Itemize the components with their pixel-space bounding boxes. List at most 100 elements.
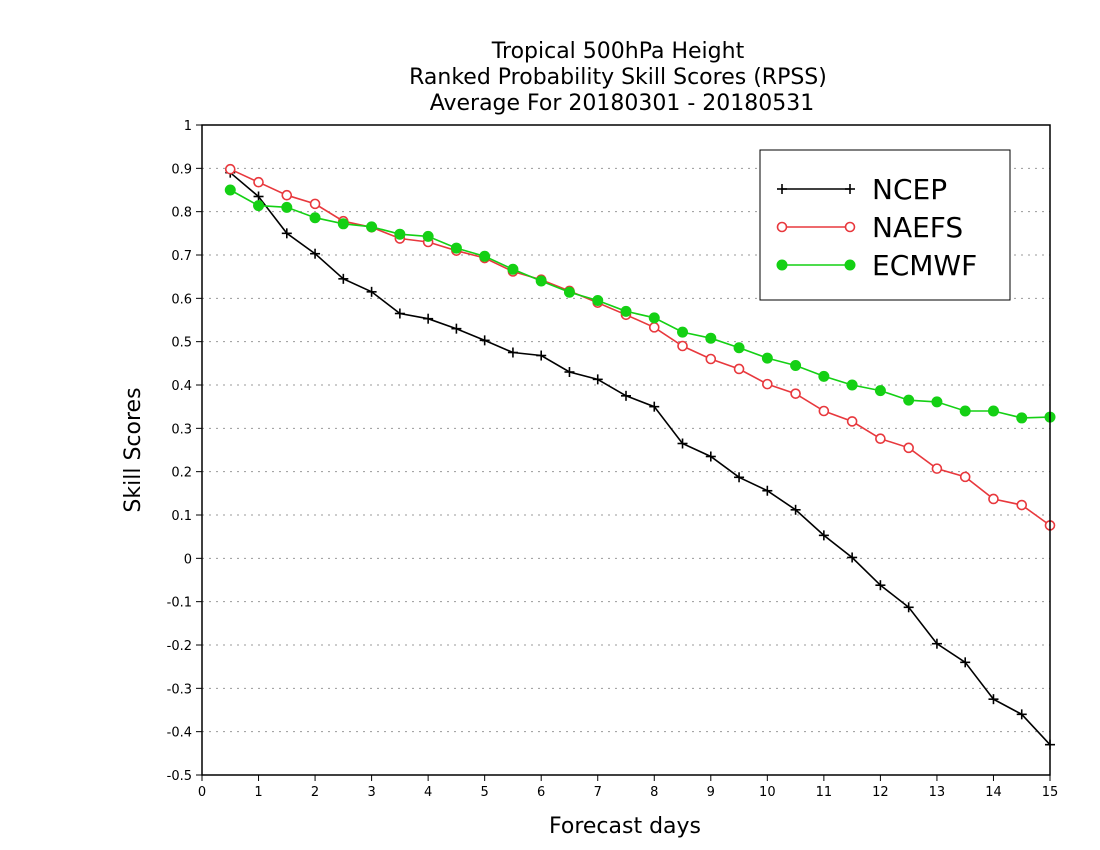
data-point-ecmwf: [1016, 412, 1028, 424]
data-point-ncep: [847, 552, 858, 563]
y-tick-label: -0.4: [167, 726, 192, 741]
legend-entry-naefs: NAEFS: [776, 211, 963, 244]
x-tick-label: 11: [816, 785, 833, 800]
data-point-ncep: [960, 657, 971, 668]
data-point-ncep: [394, 308, 405, 319]
data-point-ecmwf: [224, 184, 236, 196]
data-point-naefs: [705, 353, 717, 365]
series-line-ncep: [229, 172, 1051, 746]
data-point-ecmwf: [422, 230, 434, 242]
data-point-ecmwf: [479, 250, 491, 262]
data-point-ecmwf: [337, 218, 349, 230]
data-point-ncep: [338, 273, 349, 284]
data-point-ecmwf: [648, 312, 660, 324]
x-axis-label: Forecast days: [549, 814, 701, 839]
legend-label-ecmwf: ECMWF: [872, 249, 977, 282]
data-point-ncep: [931, 638, 942, 649]
x-tick-label: 5: [481, 785, 489, 800]
x-tick-label: 1: [254, 785, 262, 800]
x-tick-label: 7: [594, 785, 602, 800]
data-point-ncep: [281, 228, 292, 239]
chart-title: Tropical 500hPa Height Ranked Probabilit…: [409, 39, 827, 116]
title-line-1: Tropical 500hPa Height: [491, 39, 745, 64]
data-point-ecmwf: [959, 405, 971, 417]
data-point-ncep: [592, 374, 603, 385]
x-axis-ticks: 0 1 2 3 4 5 6 7 8 9 10 11 12 13 14 15: [198, 775, 1058, 800]
data-point-ncep: [564, 367, 575, 377]
data-point-ecmwf: [846, 379, 858, 391]
data-point-ncep: [310, 248, 321, 259]
data-point-ecmwf: [394, 228, 406, 240]
data-point-ncep: [1016, 709, 1027, 720]
y-tick-label: 0.6: [171, 292, 192, 307]
data-point-ecmwf: [874, 385, 886, 397]
legend-label-naefs: NAEFS: [872, 211, 963, 244]
y-tick-label: -0.5: [167, 769, 192, 784]
data-point-ecmwf: [309, 212, 321, 224]
data-point-ncep: [423, 313, 434, 324]
y-tick-label: 0.7: [171, 249, 192, 264]
data-point-ncep: [253, 191, 264, 202]
data-point-ncep: [366, 286, 377, 297]
legend-marker-ecmwf: [844, 259, 856, 271]
x-tick-label: 13: [929, 785, 946, 800]
data-point-ncep: [790, 504, 801, 515]
legend-marker-naefs: [844, 221, 856, 233]
data-point-ecmwf: [818, 370, 830, 382]
data-point-naefs: [988, 493, 999, 505]
data-point-ecmwf: [620, 305, 632, 317]
data-point-ecmwf: [987, 405, 999, 417]
data-point-ncep: [649, 401, 660, 412]
y-tick-label: 0.3: [171, 422, 192, 437]
x-tick-label: 10: [759, 785, 776, 800]
y-tick-label: 0.9: [171, 162, 192, 177]
x-tick-label: 8: [650, 785, 658, 800]
data-point-ecmwf: [733, 342, 745, 354]
x-tick-label: 2: [311, 785, 319, 800]
data-point-ecmwf: [366, 221, 378, 233]
data-point-ncep: [507, 347, 518, 358]
data-point-ncep: [705, 451, 716, 462]
data-point-ncep: [875, 580, 886, 591]
data-point-naefs: [253, 176, 264, 188]
data-point-ecmwf: [507, 263, 519, 275]
data-point-ncep: [988, 694, 999, 705]
x-tick-label: 4: [424, 785, 432, 800]
data-point-ncep: [451, 323, 462, 334]
legend-entry-ncep: NCEP: [777, 173, 947, 206]
y-tick-label: 0.1: [171, 509, 192, 524]
data-point-ncep: [903, 602, 914, 613]
data-point-ecmwf: [253, 200, 265, 212]
data-point-ncep: [762, 485, 773, 496]
x-tick-label: 14: [985, 785, 1002, 800]
data-point-ncep: [621, 390, 631, 401]
x-tick-label: 0: [198, 785, 206, 800]
data-point-naefs: [733, 363, 745, 375]
legend-marker-ncep: [777, 184, 787, 194]
x-tick-label: 15: [1042, 785, 1059, 800]
data-point-ecmwf: [592, 295, 604, 306]
legend-entry-ecmwf: ECMWF: [776, 249, 977, 282]
y-tick-label: 0.4: [171, 379, 192, 394]
data-point-ecmwf: [931, 396, 943, 408]
data-point-ecmwf: [903, 394, 915, 406]
x-tick-label: 6: [537, 785, 545, 800]
data-point-naefs: [875, 433, 886, 445]
y-tick-label: 0.8: [171, 206, 192, 221]
data-point-naefs: [1016, 499, 1028, 511]
data-point-naefs: [959, 471, 971, 483]
data-point-ncep: [734, 472, 745, 483]
y-axis-ticks: -0.5 -0.4 -0.3 -0.2 -0.1 0 0.1 0.2 0.3 0.4 0.5 0.6 0…: [167, 119, 202, 784]
legend-marker-ecmwf: [776, 259, 788, 271]
data-point-ncep: [479, 335, 490, 346]
data-point-ncep: [818, 530, 829, 541]
grid-lines: [202, 167, 1050, 733]
y-tick-label: -0.3: [167, 682, 192, 697]
legend-marker-ncep: [845, 184, 855, 194]
data-point-ecmwf: [761, 352, 773, 364]
legend-label-ncep: NCEP: [872, 173, 947, 206]
data-point-ecmwf: [450, 242, 462, 254]
x-tick-label: 3: [367, 785, 375, 800]
series-layer: [224, 163, 1056, 750]
data-point-naefs: [648, 322, 660, 333]
